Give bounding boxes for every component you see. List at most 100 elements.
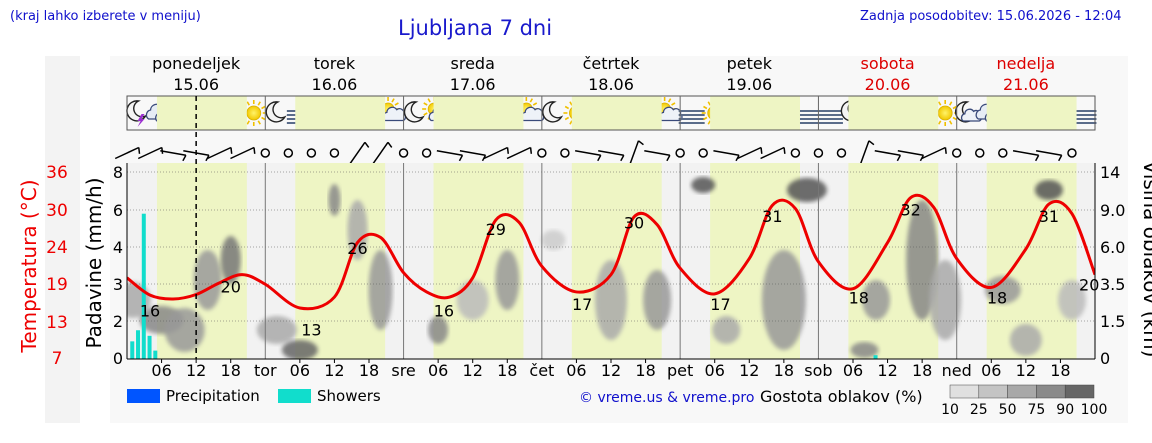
wind-shaft bbox=[1035, 150, 1062, 156]
cloud-blob bbox=[220, 236, 241, 284]
location-hint: (kraj lahko izberete v meniju) bbox=[10, 9, 201, 24]
cloud-density-area bbox=[127, 177, 1086, 359]
cloud-blob bbox=[862, 280, 891, 320]
calm-icon bbox=[698, 148, 708, 158]
precipitation-tick-label: 2 bbox=[113, 312, 123, 331]
sun-ray bbox=[707, 101, 711, 106]
temperature-tick-label: 36 bbox=[46, 163, 68, 183]
cloud-height-axis-label: Višina oblakov (km) bbox=[1139, 161, 1152, 358]
temperature-value-label: 18 bbox=[987, 288, 1007, 307]
wind-ne-icon bbox=[921, 146, 947, 160]
wind-shaft bbox=[160, 150, 187, 156]
wind-e-icon bbox=[160, 150, 187, 162]
sun-ray bbox=[952, 116, 957, 121]
temperature-line bbox=[127, 193, 1095, 311]
calm-circle bbox=[998, 148, 1008, 158]
cloud-blob bbox=[193, 250, 222, 310]
sun-ray bbox=[257, 101, 261, 106]
cloud-height-tick-label: 9.0 bbox=[1100, 201, 1125, 220]
moon-shape bbox=[403, 101, 425, 123]
wind-barb bbox=[783, 147, 786, 154]
showers-bar bbox=[153, 350, 158, 359]
sun-ray bbox=[423, 112, 428, 116]
day-date: 15.06 bbox=[173, 75, 219, 94]
density-level-label: 100 bbox=[1081, 402, 1108, 418]
temperature-tick-label: 13 bbox=[46, 313, 68, 333]
temperature-value-label: 16 bbox=[140, 301, 160, 320]
wind-e-icon bbox=[874, 150, 902, 162]
wind-shaft bbox=[114, 146, 140, 160]
showers-legend-label: Showers bbox=[317, 387, 381, 405]
day-date: 17.06 bbox=[450, 75, 496, 94]
wind-barb bbox=[666, 154, 671, 162]
icon-daylight-band bbox=[986, 96, 1077, 130]
precipitation-tick-label: 6 bbox=[113, 201, 123, 220]
wind-barb bbox=[182, 154, 187, 162]
cloud-height-tick-label: 6.0 bbox=[1100, 238, 1125, 257]
cloud-blob bbox=[164, 308, 205, 352]
hour-tick-label: 06 bbox=[705, 361, 725, 380]
cloud-blob bbox=[1034, 180, 1063, 200]
wind-shaft bbox=[859, 140, 870, 166]
calm-circle bbox=[951, 148, 962, 158]
left-margin-panel bbox=[45, 56, 80, 423]
wind-shaft bbox=[644, 150, 671, 156]
wind-shaft bbox=[760, 146, 785, 160]
hour-tick-label: 18 bbox=[635, 361, 655, 380]
cloud-blob bbox=[495, 250, 520, 310]
cloud-blob bbox=[1057, 280, 1086, 320]
temperature-value-label: 16 bbox=[434, 301, 454, 320]
hour-tick-label: 18 bbox=[1050, 361, 1070, 380]
temperature-value-label: 18 bbox=[849, 288, 869, 307]
wind-shaft bbox=[207, 146, 232, 160]
cloud-blob bbox=[1009, 324, 1042, 356]
wind-barb bbox=[458, 154, 464, 162]
sun-disc bbox=[937, 105, 953, 121]
wind-e-icon bbox=[575, 150, 602, 162]
day-short-label: ned bbox=[942, 361, 972, 380]
sun-disc bbox=[246, 105, 262, 121]
temperature-labels: 16 20 13 26 16 29 17 30 17 31 18 32 18 31 20 bbox=[140, 201, 1100, 340]
cloud-height-tick-label: 1.5 bbox=[1100, 312, 1125, 331]
density-level-label: 50 bbox=[999, 402, 1017, 418]
precipitation-axis-label: Padavine (mm/h) bbox=[82, 177, 106, 348]
wind-sw-icon bbox=[349, 141, 370, 165]
showers-bar bbox=[141, 213, 146, 359]
wind-barb bbox=[944, 147, 947, 154]
precipitation-tick-label: 0 bbox=[113, 349, 123, 368]
calm-icon bbox=[398, 148, 409, 158]
page-title: Ljubljana 7 dni bbox=[398, 16, 553, 40]
temperature-value-label: 17 bbox=[572, 295, 592, 314]
wind-sw-icon bbox=[372, 141, 393, 165]
density-swatch bbox=[1036, 384, 1066, 399]
temperature-value-label: 29 bbox=[486, 220, 506, 239]
sun-ray bbox=[564, 116, 570, 121]
wind-ne-icon bbox=[506, 146, 533, 160]
moon-shape bbox=[265, 101, 287, 123]
temperature-value-label: 17 bbox=[710, 295, 730, 314]
showers-bar bbox=[136, 330, 141, 359]
temperature-axis-label: Temperatura (°C) bbox=[17, 179, 41, 353]
wind-shaft bbox=[628, 140, 640, 166]
hour-tick-label: 12 bbox=[463, 361, 483, 380]
cloud-blob bbox=[691, 177, 716, 193]
wind-barb bbox=[896, 154, 902, 162]
sun-ray bbox=[391, 98, 395, 103]
showers-bar bbox=[130, 341, 135, 359]
calm-icon bbox=[998, 148, 1008, 158]
icon-daylight-band bbox=[848, 96, 939, 130]
day-short-label: pet bbox=[667, 361, 693, 380]
wind-shaft bbox=[372, 141, 389, 165]
sun-ray bbox=[261, 116, 266, 121]
day-short-label: sre bbox=[391, 361, 415, 380]
icon-daylight-band bbox=[295, 96, 386, 130]
wind-barb bbox=[868, 140, 875, 146]
precipitation-legend-label: Precipitation bbox=[166, 387, 260, 405]
cloud-height-tick-label: 14 bbox=[1100, 163, 1120, 182]
sun-ray bbox=[529, 98, 534, 103]
day-short-label: sob bbox=[804, 361, 832, 380]
showers-bar bbox=[147, 335, 152, 359]
wind-shaft bbox=[506, 146, 531, 160]
wind-shaft bbox=[598, 150, 624, 156]
cloud-blob bbox=[595, 260, 627, 340]
